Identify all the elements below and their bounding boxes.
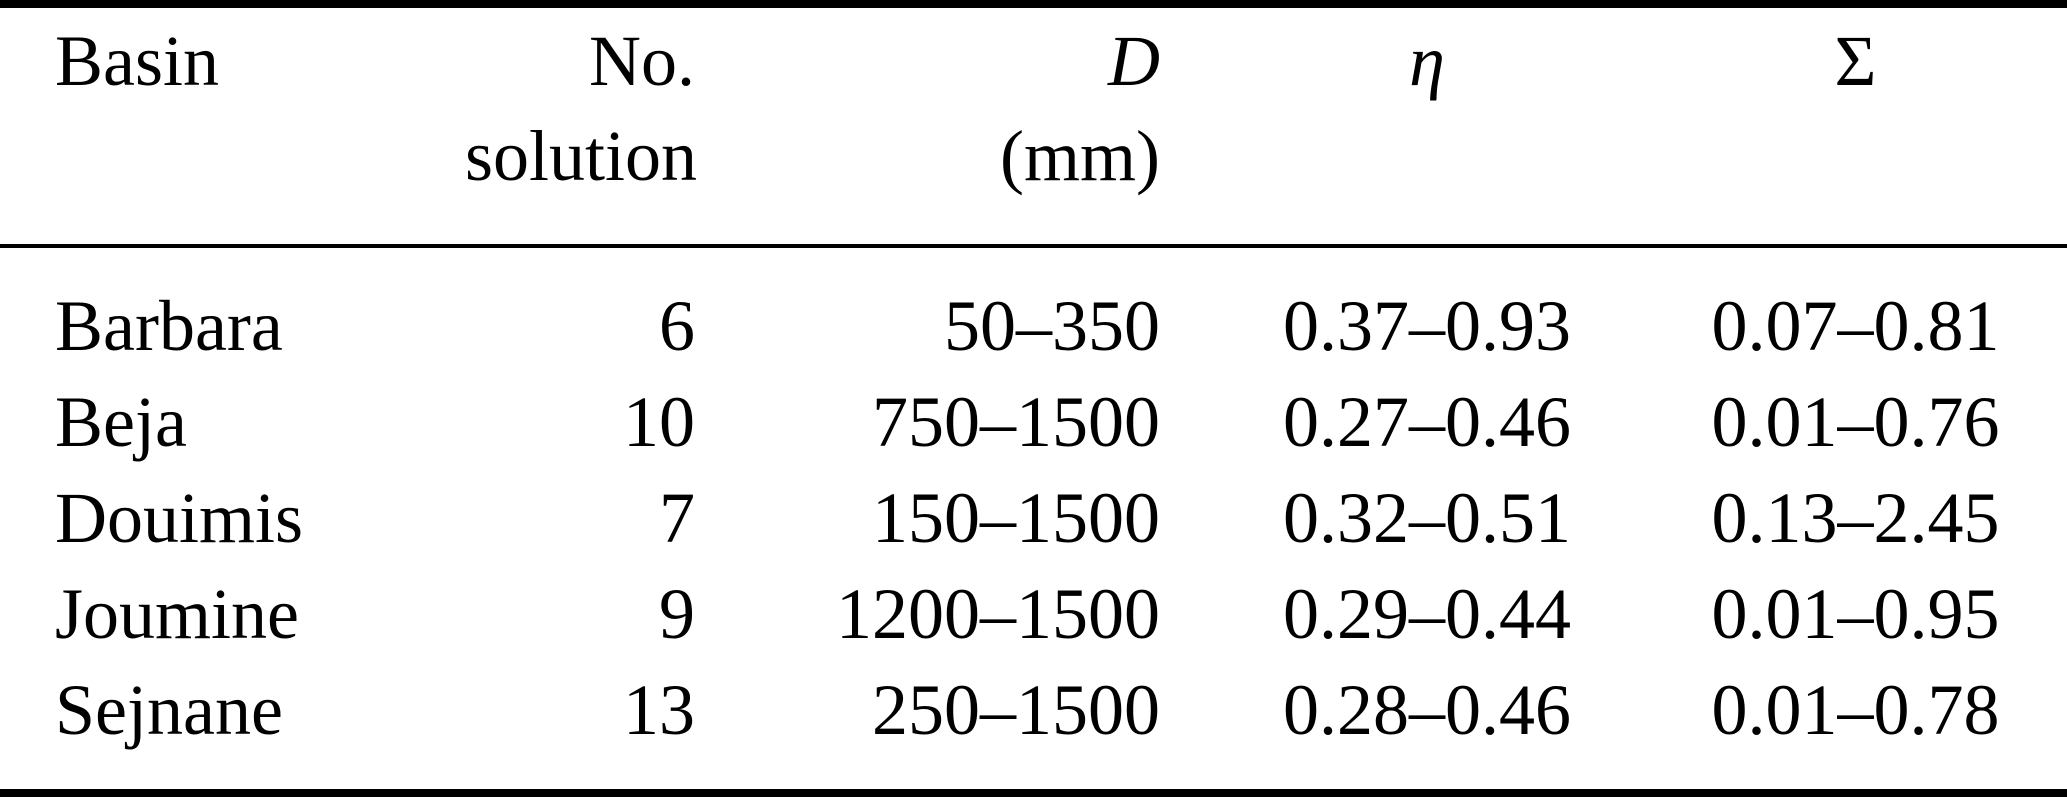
cell-no-solution: 7 [659, 478, 695, 558]
cell-eta: 0.27–0.46 [1283, 382, 1571, 462]
column-header-sigma-line2 [1694, 109, 2067, 248]
cell-sigma: 0.07–0.81 [1711, 286, 2000, 366]
cell-eta: 0.28–0.46 [1283, 670, 1571, 750]
cell-sigma: 0.01–0.76 [1711, 382, 2000, 462]
cell-no-solution: 13 [623, 670, 695, 750]
cell-basin: Sejnane [55, 670, 283, 750]
header-row-2: solution (mm) [0, 109, 2067, 248]
table-row-douimis: Douimis 7 150–1500 0.32–0.51 0.13–2.45 [0, 470, 2067, 566]
cell-basin: Barbara [55, 286, 283, 366]
cell-eta: 0.32–0.51 [1283, 478, 1571, 558]
cell-sigma: 0.01–0.78 [1711, 670, 2000, 750]
cell-d-mm: 50–350 [944, 286, 1160, 366]
cell-eta: 0.29–0.44 [1283, 574, 1571, 654]
column-header-sigma: Σ [1834, 21, 1877, 101]
cell-d-mm: 750–1500 [872, 382, 1160, 462]
table-row-barbara: Barbara 6 50–350 0.37–0.93 0.07–0.81 [0, 246, 2067, 374]
cell-d-mm: 1200–1500 [836, 574, 1160, 654]
cell-basin: Beja [55, 382, 187, 462]
cell-sigma: 0.13–2.45 [1711, 478, 2000, 558]
cell-d-mm: 250–1500 [872, 670, 1160, 750]
column-header-eta-line2 [1160, 109, 1694, 248]
column-header-no-solution-line2: solution [465, 109, 697, 248]
table-row-beja: Beja 10 750–1500 0.27–0.46 0.01–0.76 [0, 374, 2067, 470]
cell-sigma: 0.01–0.95 [1711, 574, 2000, 654]
cell-basin: Douimis [55, 478, 304, 558]
column-header-eta: η [1409, 21, 1445, 101]
column-header-no-solution: No. [589, 21, 695, 101]
column-header-d-unit: (mm) [695, 109, 1160, 248]
table-row-sejnane: Sejnane 13 250–1500 0.28–0.46 0.01–0.78 [0, 662, 2067, 793]
cell-d-mm: 150–1500 [872, 478, 1160, 558]
table-row-joumine: Joumine 9 1200–1500 0.29–0.44 0.01–0.95 [0, 566, 2067, 662]
header-row-1: Basin No. D η Σ [0, 4, 2067, 109]
cell-eta: 0.37–0.93 [1283, 286, 1571, 366]
cell-no-solution: 6 [659, 286, 695, 366]
cell-basin: Joumine [55, 574, 299, 654]
table-body: Barbara 6 50–350 0.37–0.93 0.07–0.81 Bej… [0, 246, 2067, 793]
cell-no-solution: 9 [659, 574, 695, 654]
cell-no-solution: 10 [623, 382, 695, 462]
table-header: Basin No. D η Σ solution (mm) [0, 4, 2067, 248]
column-header-basin: Basin [55, 21, 220, 101]
column-header-d: D [1108, 21, 1160, 101]
column-header-basin-line2 [0, 109, 465, 248]
